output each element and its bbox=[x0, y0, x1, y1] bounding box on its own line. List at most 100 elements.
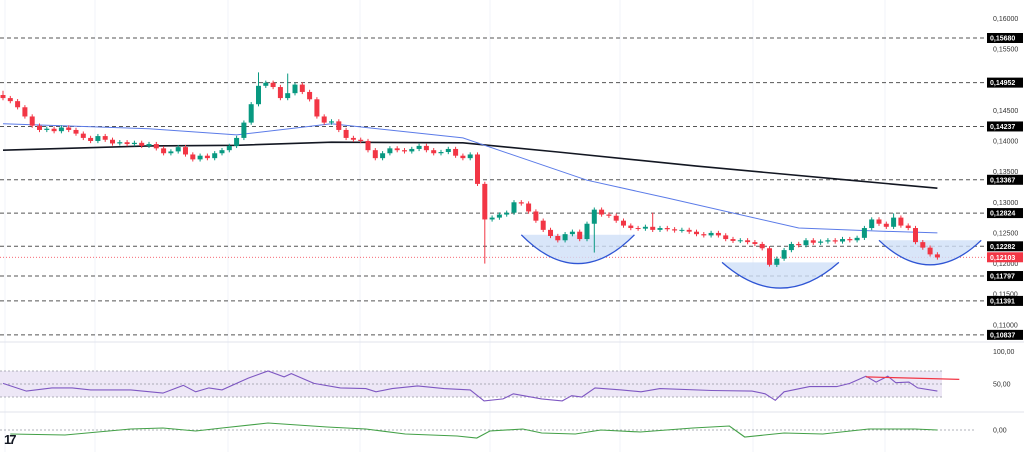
candle bbox=[329, 119, 334, 125]
level-price-label: 0,10837 bbox=[990, 332, 1015, 339]
candle-body bbox=[226, 145, 232, 151]
candle-body bbox=[818, 241, 824, 243]
candle bbox=[847, 236, 853, 243]
candle-body bbox=[44, 128, 50, 130]
candle-body bbox=[927, 247, 933, 255]
candle bbox=[686, 227, 692, 234]
candle-body bbox=[533, 211, 539, 221]
current-price-label: 0,12103 bbox=[990, 255, 1015, 262]
candle bbox=[241, 120, 247, 141]
candle bbox=[219, 148, 225, 156]
candle bbox=[204, 153, 210, 161]
candle bbox=[445, 146, 451, 155]
candle-body bbox=[913, 228, 918, 243]
candle-body bbox=[737, 240, 743, 242]
level-price-label-bg bbox=[987, 208, 1023, 219]
level-price-label-bg bbox=[987, 174, 1023, 185]
candle bbox=[737, 238, 743, 244]
candle-body bbox=[701, 234, 707, 236]
candle bbox=[416, 143, 422, 152]
candle bbox=[314, 97, 320, 119]
candle bbox=[336, 119, 342, 133]
candle-body bbox=[577, 231, 583, 240]
candle bbox=[482, 181, 488, 264]
candle-body bbox=[7, 98, 13, 102]
candle-body bbox=[22, 107, 28, 117]
candle-body bbox=[88, 137, 94, 141]
candle-body bbox=[569, 231, 575, 235]
candle-body bbox=[161, 148, 167, 154]
candle bbox=[548, 227, 553, 239]
candle bbox=[796, 241, 802, 248]
candle bbox=[44, 126, 50, 133]
candle bbox=[110, 137, 115, 146]
candle bbox=[7, 95, 13, 104]
candle bbox=[891, 213, 897, 229]
candle bbox=[175, 144, 181, 154]
candle-body bbox=[409, 148, 415, 152]
candle bbox=[489, 215, 495, 222]
candle-body bbox=[511, 202, 517, 213]
price-tick-label: 0,14000 bbox=[993, 138, 1018, 145]
cup-pattern-curve bbox=[721, 261, 840, 289]
candle bbox=[102, 133, 108, 142]
candle-body bbox=[752, 242, 758, 244]
price-tick-label: 0,16000 bbox=[993, 16, 1018, 23]
candle-body bbox=[329, 121, 334, 123]
candle-body bbox=[175, 147, 181, 152]
candle-body bbox=[270, 82, 276, 88]
candle bbox=[299, 82, 305, 95]
tradingview-logo: 17 bbox=[4, 432, 17, 447]
candle bbox=[504, 210, 510, 217]
candle bbox=[577, 229, 583, 242]
candle-body bbox=[489, 217, 495, 220]
candle-body bbox=[299, 84, 305, 92]
candle bbox=[745, 238, 751, 245]
candle-body bbox=[657, 228, 663, 230]
level-price-label: 0,14237 bbox=[990, 124, 1015, 131]
candle-body bbox=[694, 231, 699, 235]
level-price-label-bg bbox=[987, 271, 1023, 282]
level-price-label: 0,12824 bbox=[990, 211, 1015, 218]
candle-body bbox=[387, 148, 393, 154]
candle-body bbox=[80, 133, 86, 138]
candle-body bbox=[591, 209, 597, 224]
candle-body bbox=[840, 239, 845, 242]
candle bbox=[526, 201, 532, 214]
candle bbox=[679, 227, 685, 233]
candle bbox=[51, 126, 57, 134]
candle bbox=[350, 135, 356, 142]
candle bbox=[146, 141, 152, 149]
candle-body bbox=[292, 84, 298, 94]
candle bbox=[518, 200, 524, 206]
candle bbox=[168, 149, 174, 156]
candle bbox=[496, 212, 502, 220]
candle bbox=[818, 239, 824, 245]
candle-body bbox=[898, 217, 904, 226]
candle bbox=[774, 256, 780, 267]
rsi-tick-label: 50,00 bbox=[993, 382, 1011, 389]
candle bbox=[460, 153, 466, 161]
level-price-label: 0,11391 bbox=[990, 298, 1015, 305]
cup-pattern-curve bbox=[878, 239, 982, 266]
level-price-label: 0,15680 bbox=[990, 36, 1015, 43]
level-price-label: 0,14952 bbox=[990, 80, 1015, 87]
candle-body bbox=[555, 235, 561, 241]
candle-body bbox=[715, 232, 721, 236]
candle-body bbox=[350, 137, 356, 140]
candle bbox=[934, 252, 940, 260]
candle-body bbox=[29, 116, 35, 126]
candle-body bbox=[256, 85, 261, 105]
candle bbox=[861, 225, 867, 240]
candle bbox=[358, 137, 364, 144]
level-price-label-bg bbox=[987, 241, 1023, 252]
level-price-label-bg bbox=[987, 295, 1023, 306]
candle-body bbox=[131, 142, 137, 145]
candle-body bbox=[599, 209, 605, 215]
candle bbox=[694, 229, 699, 237]
candle-body bbox=[934, 254, 940, 258]
candle bbox=[183, 144, 188, 157]
candle bbox=[307, 89, 313, 102]
candle-body bbox=[168, 151, 174, 154]
